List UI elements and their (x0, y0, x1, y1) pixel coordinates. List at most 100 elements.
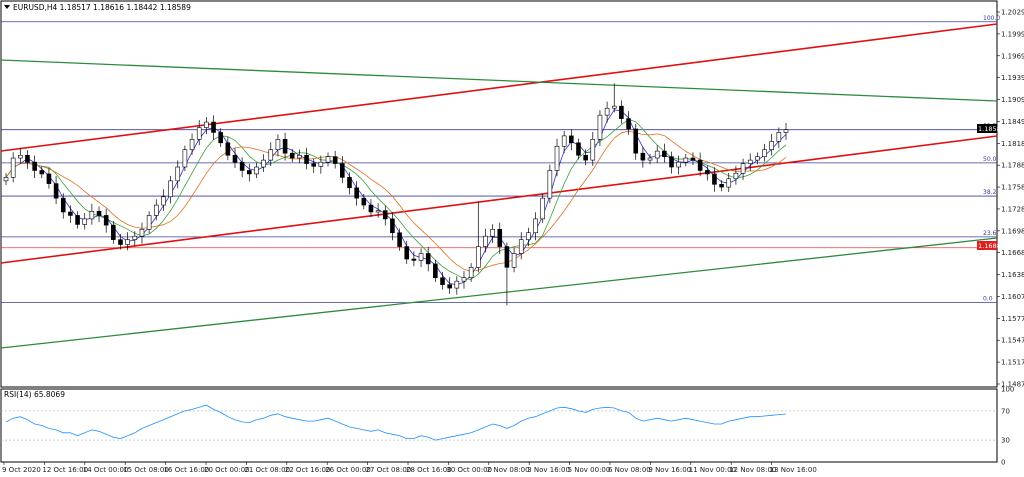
candle-bear (440, 277, 445, 285)
candle-bull (547, 170, 553, 199)
candle-bull (554, 145, 560, 171)
price-tick-label: 1.16075 (1001, 293, 1024, 301)
candle-bear (289, 152, 295, 159)
time-tick-label: 28 Oct 16:00 (406, 466, 452, 474)
candle-bull (18, 154, 23, 159)
candle-bear (361, 197, 367, 206)
candle-bear (626, 118, 631, 130)
price-tick-label: 1.19695 (1001, 52, 1024, 60)
candle-bull (146, 215, 152, 230)
candle-bull (168, 180, 173, 198)
candle-bear (382, 210, 388, 220)
candle-bear (32, 161, 37, 171)
candle-bear (282, 139, 288, 154)
time-tick-label: 6 Nov 08:00 (608, 466, 651, 474)
candle-bull (204, 121, 209, 128)
candle-bear (669, 156, 674, 168)
time-tick-label: 30 Oct 00:00 (446, 466, 492, 474)
candle-bull (733, 172, 739, 180)
candle-bear (447, 284, 452, 289)
candle-bear (576, 142, 581, 156)
candle-bear (53, 183, 59, 199)
trendlines[interactable] (0, 23, 998, 349)
candle-bull (454, 280, 460, 289)
candle-bear (311, 163, 317, 167)
candle-bull (762, 149, 767, 157)
time-tick-label: 9 Nov 16:00 (648, 466, 691, 474)
price-tick-label: 1.19390 (1001, 74, 1024, 82)
candle-bull (755, 156, 760, 161)
candle-bull (590, 139, 596, 161)
fib-level-label: 100.0 (983, 15, 1000, 22)
price-panel[interactable] (0, 0, 998, 388)
marker-price-label: 1.16883 (978, 242, 1005, 250)
candle-bull (418, 253, 424, 261)
candle-bull (153, 204, 159, 216)
price-tick-label: 1.17280 (1001, 205, 1024, 213)
time-tick-label: 27 Oct 08:00 (366, 466, 412, 474)
candle-bull (89, 210, 95, 220)
candle-bear (46, 173, 52, 184)
price-tick-label: 1.19995 (1001, 30, 1024, 38)
time-tick-label: 12 Nov 08:00 (729, 466, 776, 474)
candle-bull (604, 107, 610, 116)
price-tick-label: 1.15775 (1001, 315, 1024, 323)
candle-bear (347, 177, 352, 189)
candle-bull (125, 239, 130, 245)
candle-bull (297, 154, 302, 159)
candle-bull (654, 150, 660, 159)
candle-bear (712, 173, 717, 185)
candle-bull (561, 135, 567, 147)
candle-bear (662, 150, 667, 157)
candle-bear (397, 232, 402, 247)
fib-level-label: 0.0 (983, 296, 993, 303)
candle-bear (232, 154, 238, 163)
candle-bull (261, 159, 266, 168)
current-price-tag (977, 124, 997, 133)
price-tick-label: 1.19090 (1001, 96, 1024, 104)
green-trendline-lower[interactable] (0, 237, 998, 349)
price-tick-label: 1.14870 (1001, 381, 1024, 389)
candle-bull (3, 177, 9, 182)
candle-bull (161, 196, 166, 206)
red-channel-lower[interactable] (0, 135, 998, 264)
candle-bear (504, 246, 510, 268)
candle-bull (511, 253, 517, 268)
dropdown-triangle-icon[interactable] (4, 5, 10, 9)
candlesticks (3, 83, 789, 306)
red-channel-upper[interactable] (0, 23, 998, 152)
time-tick-label: 9 Oct 2020 (2, 466, 41, 474)
price-tick-label: 1.17885 (1001, 162, 1024, 170)
price-tick-label: 1.15475 (1001, 337, 1024, 345)
candle-bear (404, 246, 410, 260)
price-tick-label: 1.16680 (1001, 249, 1024, 257)
candle-bull (683, 157, 689, 163)
candle-bull (518, 239, 524, 254)
candle-bear (239, 161, 245, 171)
price-tick-label: 1.16380 (1001, 271, 1024, 279)
candle-bull (275, 139, 281, 151)
candle-bear (118, 239, 123, 245)
rsi-axis-label: 0 (1001, 459, 1005, 467)
candle-bull (196, 127, 202, 140)
green-trendline-upper[interactable] (0, 59, 998, 102)
candle-bear (218, 132, 223, 144)
candle-bull (461, 277, 467, 282)
candle-bull (647, 157, 653, 161)
time-tick-label: 2 Nov 08:00 (487, 466, 530, 474)
ma-mid-line (5, 118, 787, 280)
candle-bear (304, 154, 309, 164)
candle-bear (390, 218, 395, 234)
candle-bull (139, 228, 145, 237)
time-tick-label: 5 Nov 00:00 (568, 466, 611, 474)
price-tick-label: 1.18185 (1001, 140, 1024, 148)
candle-bull (533, 218, 538, 234)
rsi-line (5, 404, 787, 441)
time-tick-label: 3 Nov 16:00 (527, 466, 570, 474)
time-tick-label: 15 Oct 08:00 (123, 466, 169, 474)
candle-bear (68, 211, 73, 216)
symbol-header: EURUSD,H4 1.18517 1.18616 1.18442 1.1858… (13, 3, 191, 12)
candle-bull (182, 149, 188, 168)
